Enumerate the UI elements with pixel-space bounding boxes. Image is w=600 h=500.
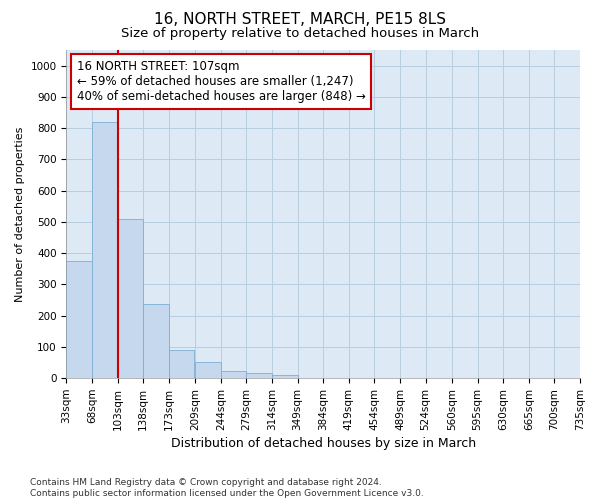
Bar: [221, 372, 247, 378]
Bar: [247, 372, 272, 378]
Text: Size of property relative to detached houses in March: Size of property relative to detached ho…: [121, 28, 479, 40]
Bar: [195, 362, 221, 378]
Bar: [92, 122, 118, 378]
Text: 16, NORTH STREET, MARCH, PE15 8LS: 16, NORTH STREET, MARCH, PE15 8LS: [154, 12, 446, 28]
Bar: [67, 261, 92, 378]
Text: Contains HM Land Registry data © Crown copyright and database right 2024.
Contai: Contains HM Land Registry data © Crown c…: [30, 478, 424, 498]
Bar: [272, 375, 298, 378]
Bar: [143, 304, 169, 378]
Y-axis label: Number of detached properties: Number of detached properties: [15, 126, 25, 302]
X-axis label: Distribution of detached houses by size in March: Distribution of detached houses by size …: [170, 437, 476, 450]
Bar: [118, 219, 143, 378]
Text: 16 NORTH STREET: 107sqm
← 59% of detached houses are smaller (1,247)
40% of semi: 16 NORTH STREET: 107sqm ← 59% of detache…: [77, 60, 365, 103]
Bar: [169, 350, 194, 378]
